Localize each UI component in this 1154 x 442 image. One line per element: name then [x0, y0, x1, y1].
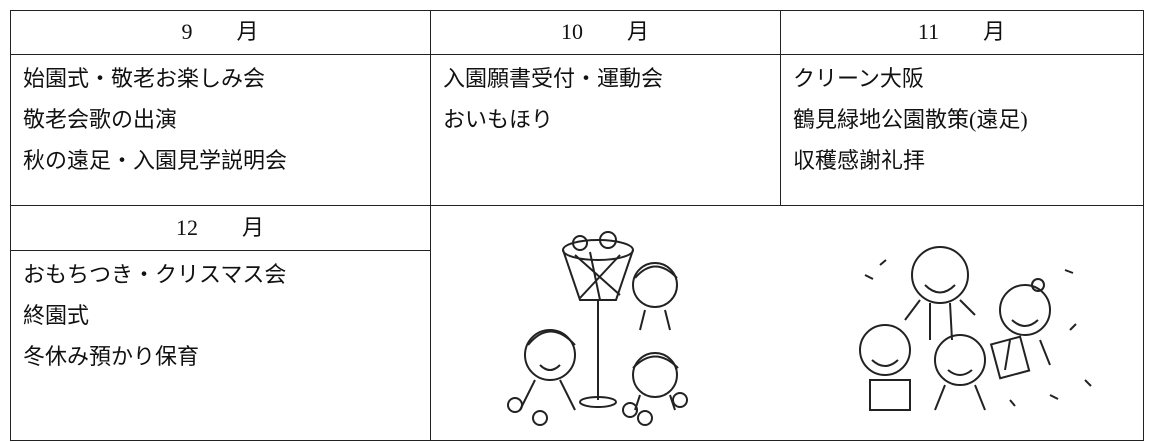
event-item: 敬老会歌の出演 [23, 107, 178, 132]
border [10, 54, 1144, 55]
month-header: 9 月 [181, 19, 259, 44]
border [10, 250, 430, 251]
event-item: 始園式・敬老お楽しみ会 [23, 66, 266, 91]
event-item: 終園式 [23, 303, 90, 328]
month-header: 12 月 [175, 215, 264, 240]
event-item: クリーン大阪 [793, 66, 924, 91]
children-illustration [859, 246, 1092, 411]
event-item: おいもほり [443, 107, 554, 132]
border [10, 10, 1144, 11]
event-item: 入園願書受付・運動会 [443, 66, 664, 91]
border [10, 440, 1144, 441]
border [1143, 10, 1144, 441]
border [780, 10, 781, 205]
border [10, 10, 11, 441]
event-item: 収穫感謝礼拝 [793, 148, 926, 173]
event-item: 秋の遠足・入園見学説明会 [23, 148, 288, 173]
month-header: 10 月 [560, 19, 649, 44]
border [430, 10, 431, 441]
event-item: おもちつき・クリスマス会 [23, 262, 287, 287]
month-header: 11 月 [917, 19, 1006, 44]
event-item: 鶴見緑地公園散策(遠足) [793, 107, 1028, 132]
border [10, 205, 1144, 206]
ball-game-illustration [507, 231, 688, 426]
event-item: 冬休み預かり保育 [23, 344, 200, 369]
